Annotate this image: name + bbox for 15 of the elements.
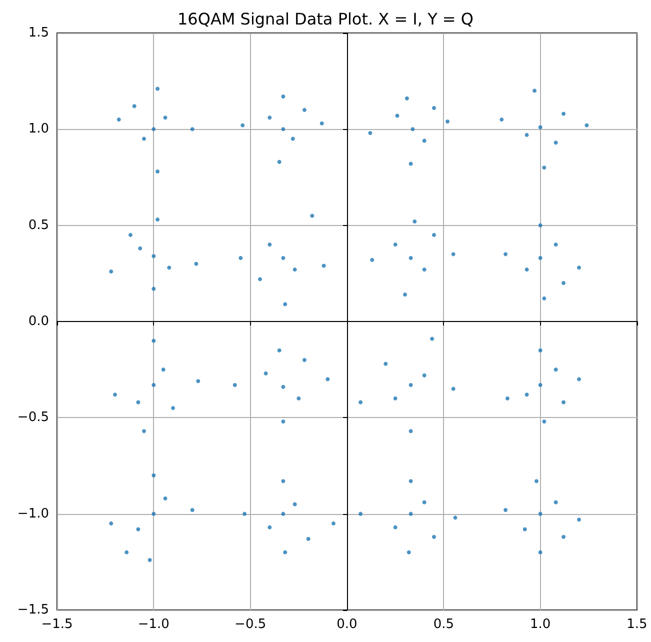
x-tick-label: 1.0 [530,617,551,632]
x-tick-label: −1.5 [41,617,73,632]
x-tick-label: 0.0 [336,617,358,632]
y-tick-label: 1.5 [28,26,49,40]
x-tick-label: −1.0 [138,617,170,632]
y-tick-label: 0.5 [28,218,49,233]
x-tick-label: −0.5 [234,617,266,632]
y-tick-label: −1.0 [17,506,49,522]
x-tick-label: 1.5 [626,617,648,632]
y-tick-label: −1.5 [17,602,49,618]
chart-title: 16QAM Signal Data Plot. X = I, Y = Q [177,10,474,28]
y-tick-label: 0.0 [28,314,49,329]
y-tick-label: 1.0 [28,122,49,137]
y-tick-label: −0.5 [17,410,49,426]
x-tick-label: 0.5 [433,617,454,632]
